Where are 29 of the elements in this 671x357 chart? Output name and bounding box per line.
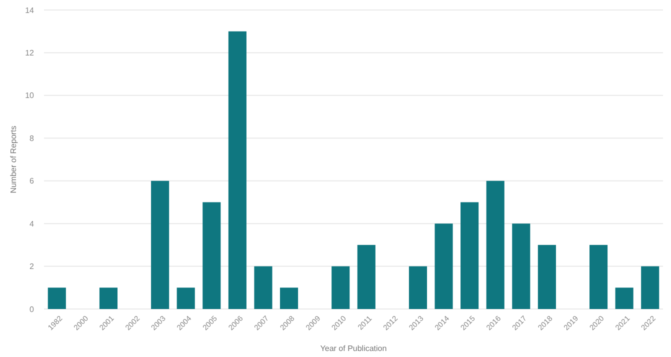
y-tick-label: 14 — [25, 6, 35, 15]
bar — [538, 244, 556, 309]
bar — [151, 180, 170, 309]
bar — [512, 224, 530, 309]
bar — [176, 288, 195, 309]
y-axis-title: Number of Reports — [9, 126, 18, 194]
bar — [357, 244, 376, 309]
y-tick-label: 12 — [25, 48, 35, 58]
bar — [486, 180, 504, 309]
y-tick-label: 2 — [30, 262, 35, 272]
bar — [280, 288, 298, 309]
bar — [460, 202, 479, 309]
y-tick-label: 4 — [30, 219, 35, 228]
y-tick-label: 8 — [30, 134, 35, 143]
bar — [408, 266, 428, 309]
y-tick-label: 6 — [30, 176, 35, 186]
bar — [434, 224, 453, 309]
bar — [202, 202, 221, 309]
bar — [615, 288, 634, 309]
bar — [228, 31, 246, 309]
bar — [332, 266, 350, 309]
bar — [99, 288, 118, 309]
x-axis-title: Year of Publication — [320, 344, 387, 353]
y-tick-label: 0 — [30, 304, 35, 314]
y-tick-label: 10 — [25, 91, 35, 100]
bar — [48, 288, 66, 309]
bar — [589, 244, 608, 309]
bar — [254, 266, 272, 309]
bar — [641, 266, 660, 309]
